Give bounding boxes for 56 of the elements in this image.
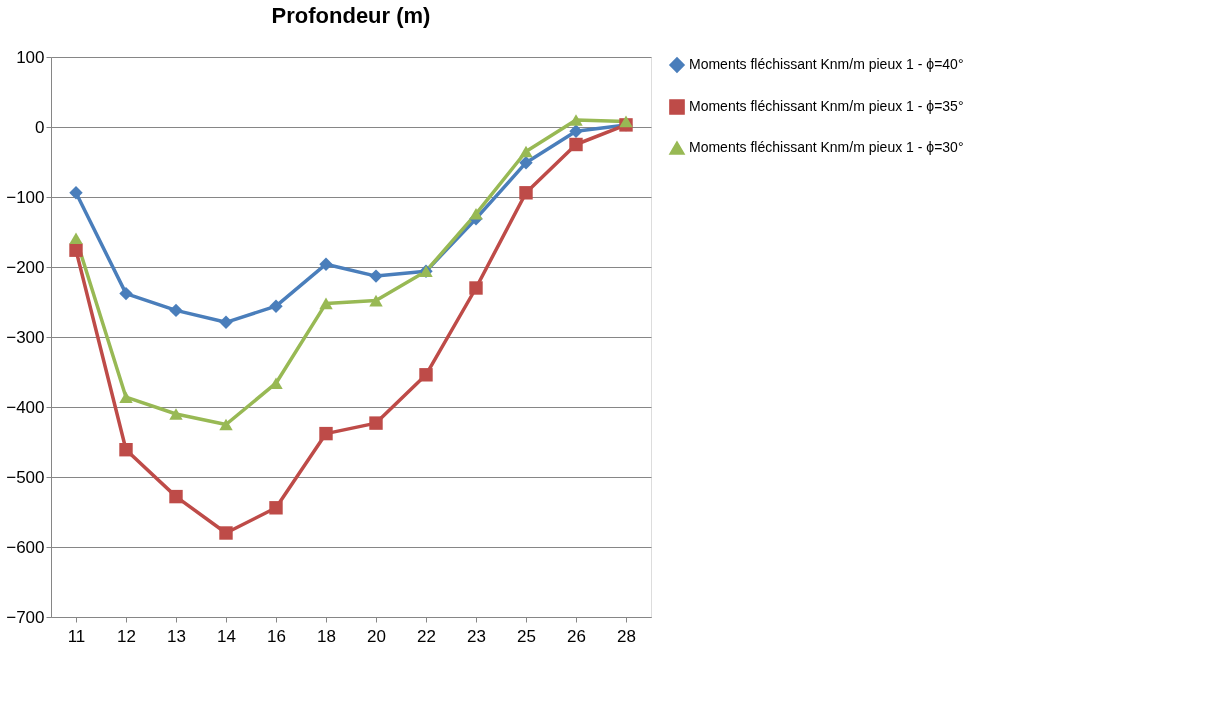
point	[269, 299, 283, 313]
point	[569, 124, 583, 138]
y-tick-label: −700	[6, 607, 45, 627]
legend-label: Moments fléchissant Knm/m pieux 1 - ϕ=30°	[689, 139, 964, 155]
point	[519, 155, 533, 170]
y-tick-label: −300	[6, 327, 45, 347]
x-tick-label: 12	[117, 626, 136, 646]
point	[369, 416, 383, 430]
point	[119, 391, 133, 404]
y-tick-label: −100	[6, 187, 45, 207]
x-tick-label: 22	[417, 626, 436, 646]
point	[569, 137, 583, 152]
point	[569, 114, 583, 126]
y-tick-label: −200	[6, 257, 45, 277]
point	[169, 303, 183, 318]
point	[69, 243, 83, 257]
legend-label: Moments fléchissant Knm/m pieux 1 - ϕ=35°	[689, 98, 964, 114]
point	[169, 489, 183, 504]
point	[119, 286, 133, 301]
x-tick-label: 11	[67, 626, 86, 646]
point	[469, 281, 483, 295]
point	[169, 408, 183, 420]
point	[219, 418, 233, 431]
chart-title: Profondeur (m)	[271, 3, 431, 28]
y-tick-label: −400	[6, 397, 45, 417]
x-tick-label: 13	[167, 626, 186, 646]
point	[369, 269, 383, 283]
point	[219, 315, 233, 330]
y-tick-label: 100	[16, 47, 45, 67]
point	[319, 297, 333, 310]
point	[519, 186, 533, 200]
point	[269, 377, 283, 390]
point	[319, 426, 333, 441]
point	[119, 442, 133, 457]
y-tick-label: 0	[35, 117, 45, 137]
x-tick-label: 20	[367, 626, 386, 646]
x-tick-label: 25	[517, 626, 536, 646]
x-tick-label: 28	[617, 626, 636, 646]
point	[519, 145, 533, 158]
x-tick-label: 18	[317, 626, 336, 646]
x-tick-label: 23	[467, 626, 486, 646]
y-tick-label: −600	[6, 537, 45, 557]
point	[319, 257, 333, 271]
point	[269, 501, 283, 515]
x-tick-label: 14	[217, 626, 236, 646]
point	[69, 232, 83, 245]
point	[69, 186, 83, 200]
y-tick-label: −500	[6, 467, 45, 487]
legend-label: Moments fléchissant Knm/m pieux 1 - ϕ=40°	[689, 56, 964, 72]
point	[469, 207, 483, 220]
x-tick-label: 26	[567, 626, 586, 646]
point	[419, 368, 433, 382]
point	[369, 294, 383, 307]
point	[619, 115, 633, 128]
x-tick-label: 16	[267, 626, 286, 646]
point	[219, 526, 233, 540]
